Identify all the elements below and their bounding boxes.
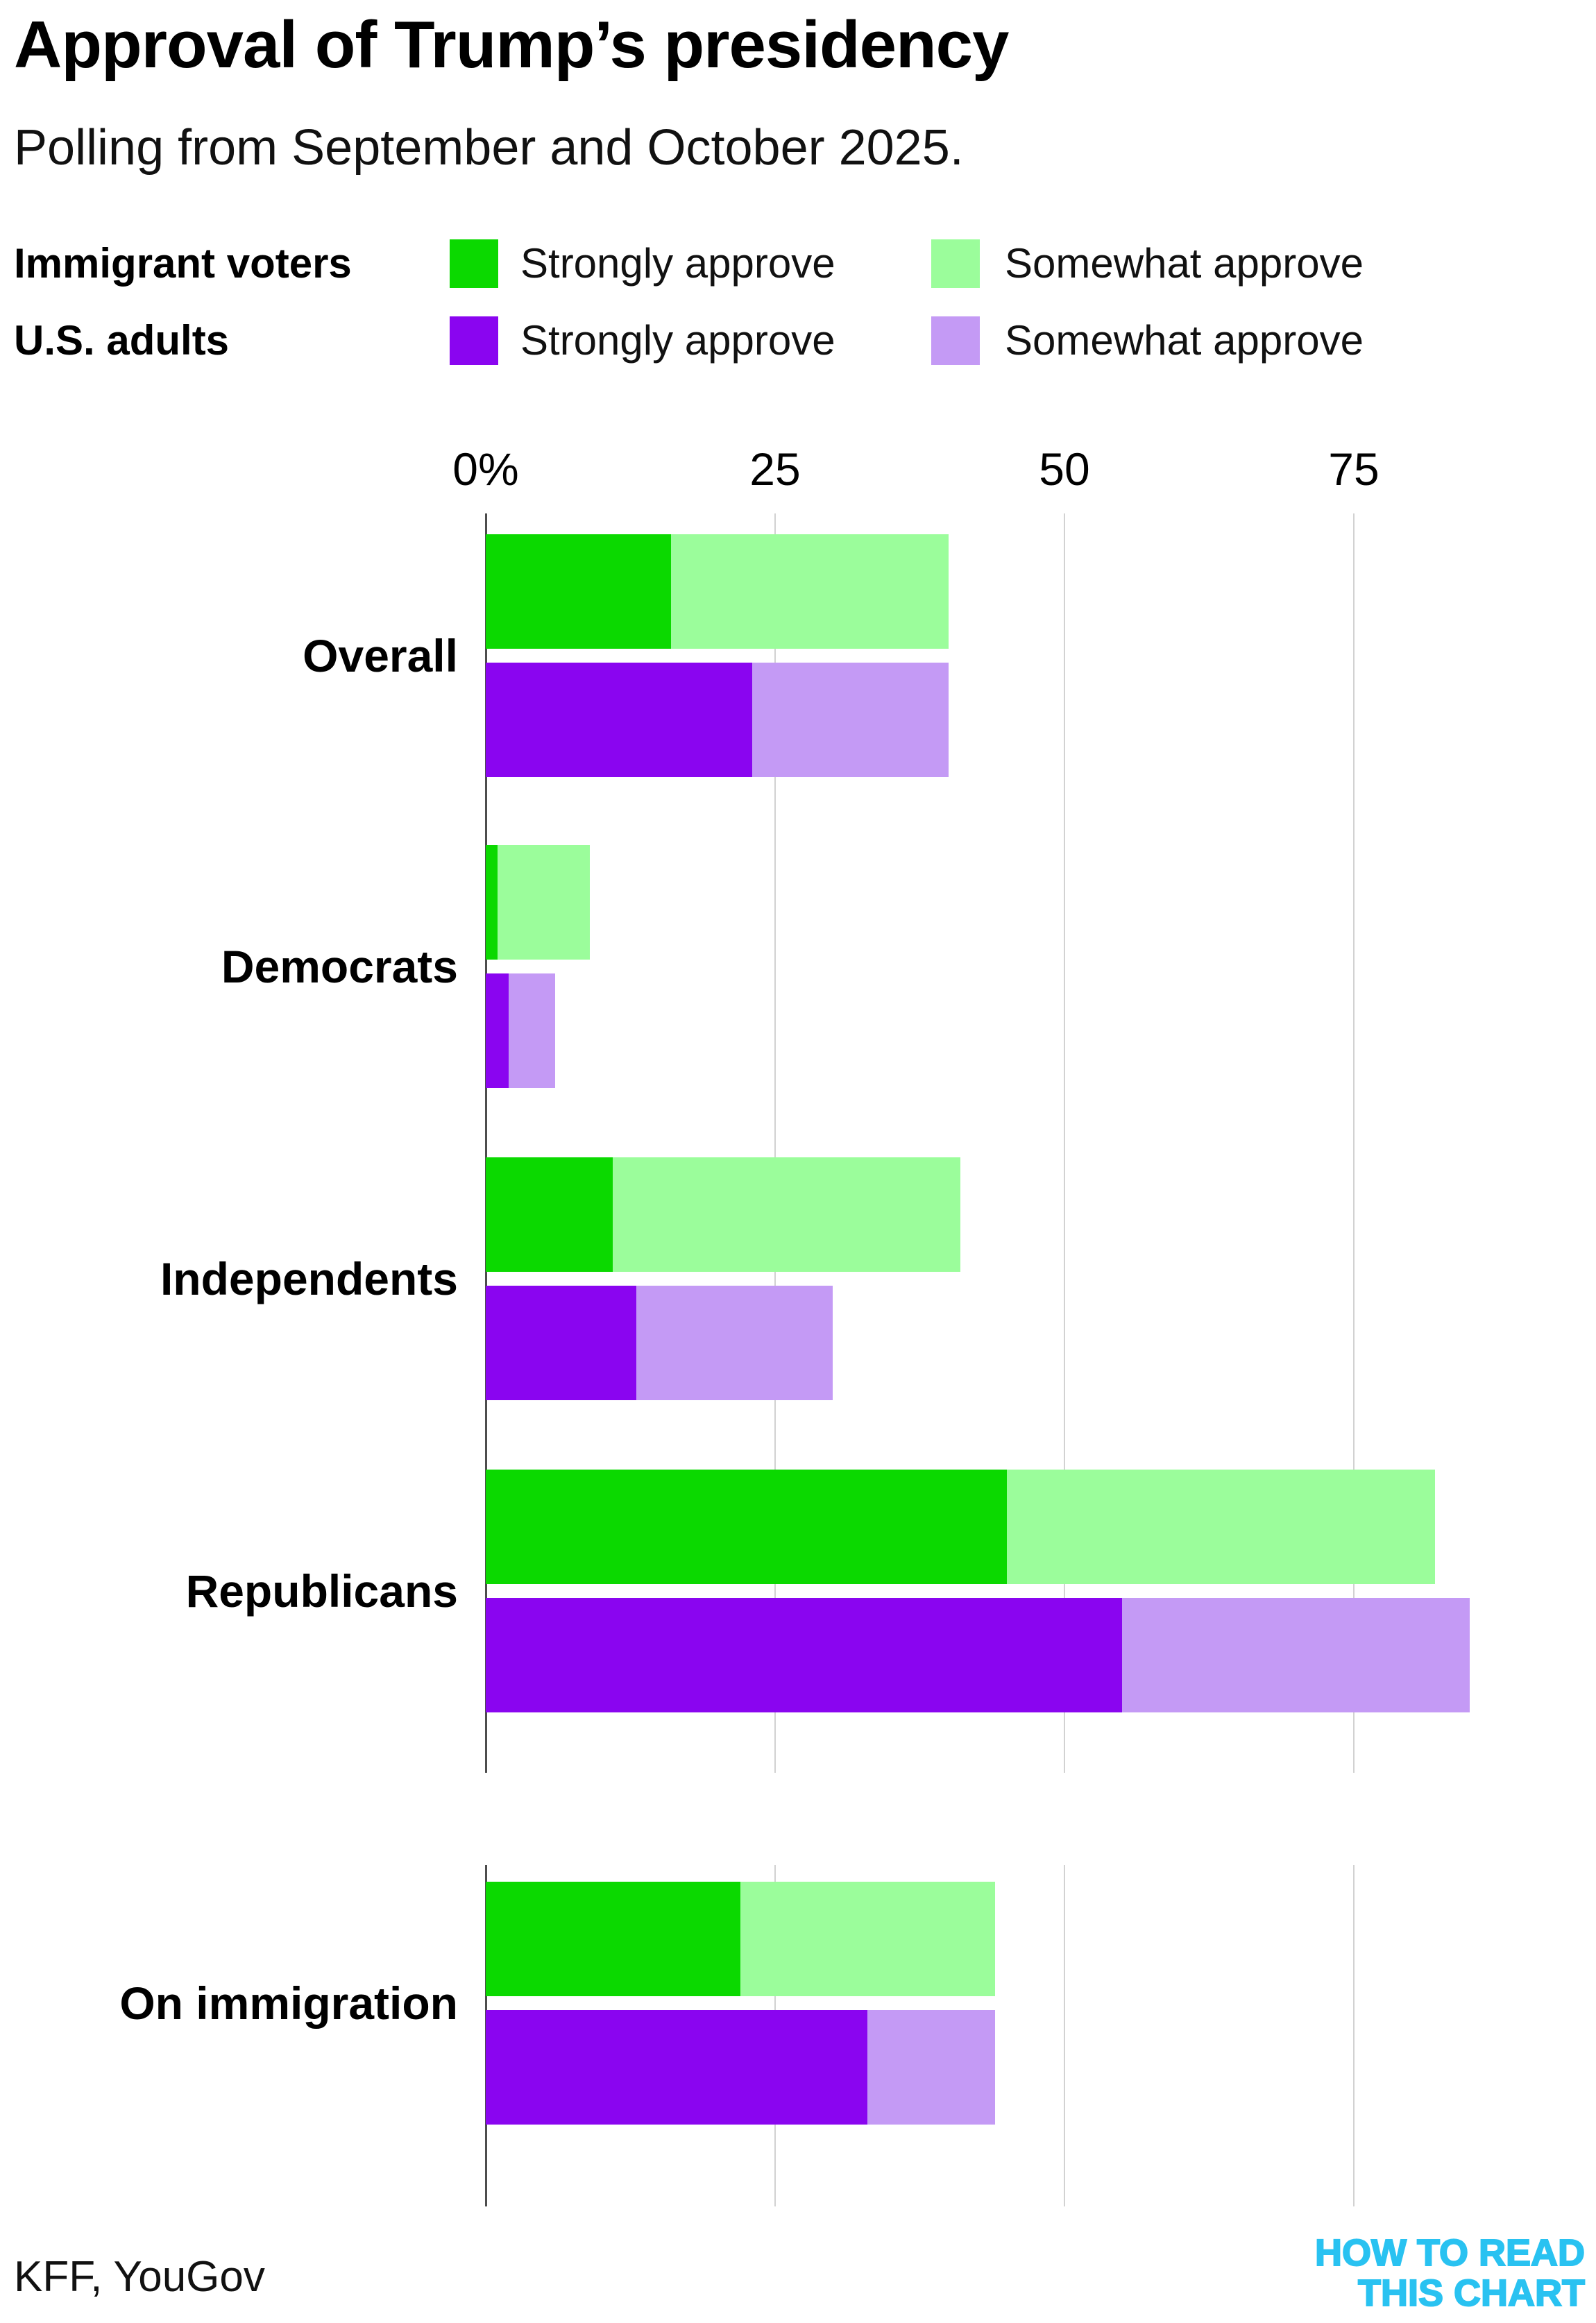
gridline-50 — [1064, 513, 1065, 1773]
category-label-independents: Independents — [160, 1253, 458, 1304]
bar-row-overall-us-adults — [486, 663, 949, 777]
category-label-republicans: Republicans — [185, 1565, 458, 1617]
how-to-read-this-chart-logo: HOW TO READ THIS CHART — [1314, 2232, 1586, 2314]
bar-segment-democrats-immigrant-voters-strongly-approve — [486, 845, 498, 960]
legend-group-immigrant-voters: Immigrant voters — [14, 240, 352, 287]
legend-item-adults-somewhat: Somewhat approve — [1005, 317, 1364, 364]
gridline-25 — [774, 513, 776, 1773]
chart-subtitle: Polling from September and October 2025. — [14, 120, 964, 176]
legend-group-us-adults: U.S. adults — [14, 317, 230, 364]
bar-segment-independents-u-s-adults-somewhat-approve — [636, 1286, 833, 1400]
x-tick-0-: 0% — [452, 443, 519, 495]
bar-segment-overall-immigrant-voters-somewhat-approve — [670, 534, 949, 649]
legend-item-immigrant-strong: Strongly approve — [520, 240, 835, 287]
bar-row-republicans-immigrant-voters — [486, 1470, 1435, 1584]
bar-segment-republicans-immigrant-voters-somewhat-approve — [1006, 1470, 1435, 1584]
legend-swatch-adults-somewhat — [931, 316, 980, 365]
bar-row-democrats-us-adults — [486, 973, 556, 1088]
gridline-75 — [1353, 513, 1355, 1773]
bar-segment-on-immigration-immigrant-voters-strongly-approve — [486, 1882, 740, 1996]
bar-segment-overall-immigrant-voters-strongly-approve — [486, 534, 671, 649]
bar-segment-overall-u-s-adults-strongly-approve — [486, 663, 752, 777]
bar-segment-republicans-u-s-adults-strongly-approve — [486, 1598, 1123, 1712]
legend-item-immigrant-somewhat: Somewhat approve — [1005, 240, 1364, 287]
category-label-on-immigration: On immigration — [119, 1977, 458, 2029]
bar-segment-overall-u-s-adults-somewhat-approve — [752, 663, 949, 777]
bar-segment-democrats-u-s-adults-somewhat-approve — [509, 973, 556, 1088]
legend-swatch-adults-strong — [450, 316, 498, 365]
bar-row-republicans-us-adults — [486, 1598, 1470, 1712]
y-axis-line — [485, 513, 487, 1773]
bar-segment-democrats-immigrant-voters-somewhat-approve — [497, 845, 591, 960]
logo-line-1: HOW TO READ — [1314, 2232, 1586, 2274]
bar-segment-independents-immigrant-voters-strongly-approve — [486, 1157, 613, 1272]
bar-segment-independents-immigrant-voters-somewhat-approve — [613, 1157, 960, 1272]
x-tick-25: 25 — [749, 443, 801, 495]
bar-row-overall-immigrant-voters — [486, 534, 949, 649]
bar-row-on-immigration-immigrant-voters — [486, 1882, 995, 1996]
bar-segment-on-immigration-u-s-adults-somewhat-approve — [867, 2010, 995, 2125]
bar-segment-democrats-u-s-adults-strongly-approve — [486, 973, 509, 1088]
bar-row-democrats-immigrant-voters — [486, 845, 591, 960]
bar-segment-republicans-immigrant-voters-strongly-approve — [486, 1470, 1007, 1584]
logo-line-2: THIS CHART — [1357, 2272, 1586, 2314]
legend-swatch-immigrant-somewhat — [931, 239, 980, 288]
bar-segment-republicans-u-s-adults-somewhat-approve — [1122, 1598, 1470, 1712]
gridline-75 — [1353, 1865, 1355, 2206]
bar-segment-independents-u-s-adults-strongly-approve — [486, 1286, 636, 1400]
page-title: Approval of Trump’s presidency — [14, 8, 1009, 82]
bar-segment-on-immigration-u-s-adults-strongly-approve — [486, 2010, 868, 2125]
gridline-50 — [1064, 1865, 1065, 2206]
category-label-overall: Overall — [303, 630, 458, 681]
legend-swatch-immigrant-strong — [450, 239, 498, 288]
legend-item-adults-strong: Strongly approve — [520, 317, 835, 364]
bar-segment-on-immigration-immigrant-voters-somewhat-approve — [740, 1882, 995, 1996]
x-tick-75: 75 — [1328, 443, 1379, 495]
category-label-democrats: Democrats — [221, 941, 458, 992]
bar-row-independents-immigrant-voters — [486, 1157, 960, 1272]
bar-row-on-immigration-us-adults — [486, 2010, 995, 2125]
source-credit: KFF, YouGov — [14, 2253, 265, 2301]
x-tick-50: 50 — [1039, 443, 1090, 495]
bar-row-independents-us-adults — [486, 1286, 833, 1400]
